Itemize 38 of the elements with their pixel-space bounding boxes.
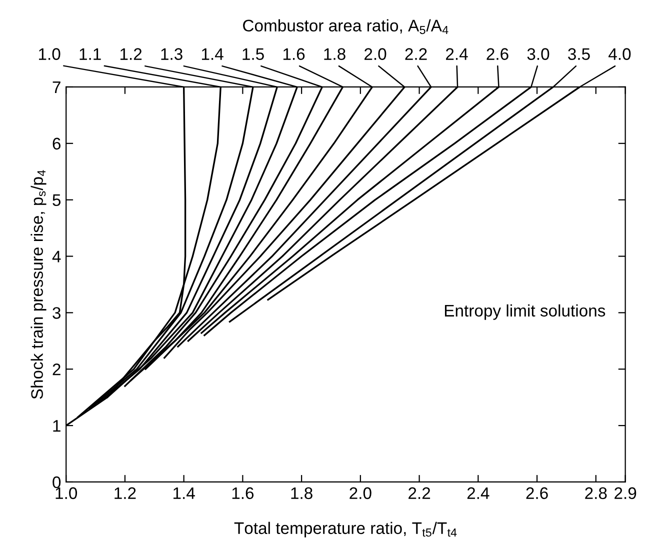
x-tick-label: 2.0 <box>350 487 372 500</box>
y-tick-label: 3 <box>52 307 61 319</box>
x-tick-label: 2.4 <box>467 487 490 499</box>
y-tick-label: 7 <box>52 82 60 94</box>
x-tick-label: 1.0 <box>56 487 78 500</box>
x-tick-label: 2.2 <box>408 487 430 499</box>
series-label: 3.0 <box>527 48 550 60</box>
series-label: 2.2 <box>405 48 427 60</box>
annotation: Entropy limit solutions <box>444 304 606 320</box>
series-label: 2.4 <box>446 48 468 60</box>
x-tick-label: 2.9 <box>614 487 636 500</box>
text: 1.4 <box>202 48 224 60</box>
text: 4.0 <box>608 48 631 60</box>
y-tick-label: 0 <box>52 476 61 488</box>
x-tick-label: 2.6 <box>526 487 548 500</box>
series-label: 3.5 <box>568 48 590 60</box>
x-tick-label: 1.4 <box>174 487 195 499</box>
y-tick-label: 6 <box>52 138 61 150</box>
text: 1.3 <box>161 48 182 60</box>
series-label: 2.0 <box>364 48 386 60</box>
x-tick-label: 1.6 <box>232 487 254 500</box>
y-axis-title: Shock train pressure rise, p$_{s}$/p$_{4}$ <box>30 170 46 399</box>
text: 1.0 <box>39 48 60 60</box>
text: 1.6 <box>283 48 305 60</box>
y-tick-label: 2 <box>52 364 60 376</box>
y-tick-label: 4 <box>52 250 61 262</box>
text: 1.5 <box>242 48 264 60</box>
text: 1.2 <box>120 48 142 60</box>
x-tick-label: 1.8 <box>291 487 312 500</box>
chart-title: Combustor area ratio, A$_{5}$/A$_{4}$ <box>243 19 448 34</box>
x-tick-label: 2.8 <box>585 487 607 500</box>
y-tick-label: 1 <box>53 420 60 432</box>
y-tick-label: 5 <box>52 194 61 206</box>
series-label: 2.6 <box>486 48 508 60</box>
text: 1.8 <box>324 48 346 60</box>
x-tick-label: 1.2 <box>114 487 136 499</box>
text: 1.1 <box>80 48 101 60</box>
x-axis-title: Total temperature ratio, T$_{t5}$/T$_{t4}$ <box>234 522 457 538</box>
